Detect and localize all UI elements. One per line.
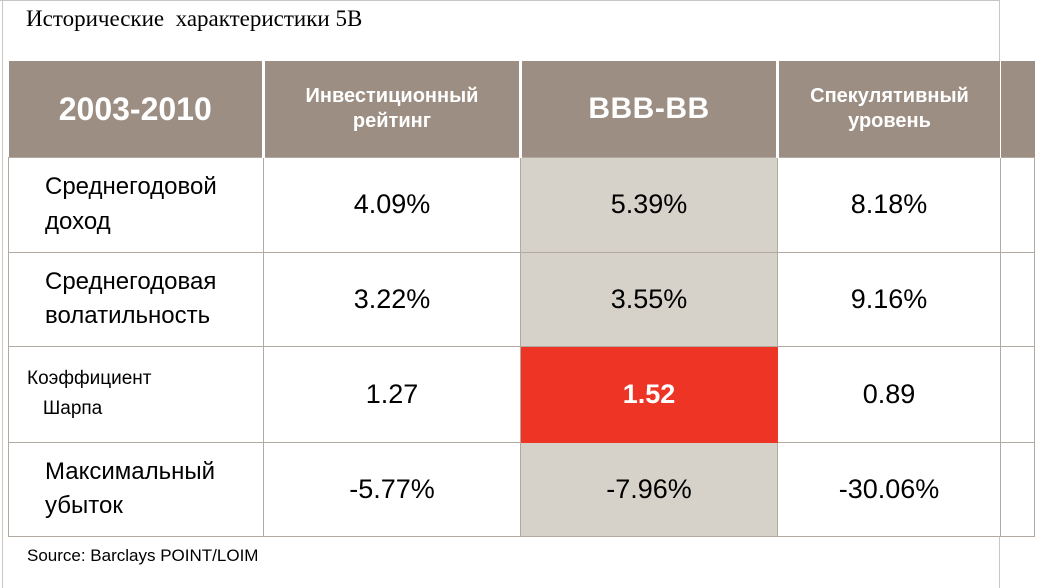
row-label-max-drawdown: Максимальный убыток xyxy=(8,441,264,537)
row-label-sharpe-ratio: Коэффициент Шарпа xyxy=(8,345,264,443)
cell-annual-volatility-speculative: 9.16% xyxy=(777,251,1001,347)
cell-spacer xyxy=(1000,156,1035,253)
cell-annual-volatility-investment-grade: 3.22% xyxy=(263,251,521,347)
cell-annual-return-bbb-bb: 5.39% xyxy=(520,156,778,253)
cell-max-drawdown-bbb-bb: -7.96% xyxy=(520,441,778,537)
cell-annual-return-investment-grade: 4.09% xyxy=(263,156,521,253)
cell-sharpe-ratio-bbb-bb-highlighted: 1.52 xyxy=(520,345,778,443)
historical-characteristics-table: 2003-2010 Инвестиционный рейтинг BBB-BB … xyxy=(8,61,1035,537)
table-row-max-drawdown: Максимальный убыток -5.77% -7.96% -30.06… xyxy=(8,441,1035,537)
slide-top-border xyxy=(0,0,1000,1)
cell-max-drawdown-speculative: -30.06% xyxy=(777,441,1001,537)
row-label-annual-return: Среднегодовой доход xyxy=(8,156,264,253)
table-row-sharpe-ratio: Коэффициент Шарпа 1.27 1.52 0.89 xyxy=(8,345,1035,443)
source-note: Source: Barclays POINT/LOIM xyxy=(27,546,259,565)
header-cell-investment-grade: Инвестиционный рейтинг xyxy=(263,61,522,157)
cell-max-drawdown-investment-grade: -5.77% xyxy=(263,441,521,537)
header-cell-bbb-bb: BBB-BB xyxy=(520,61,779,157)
header-cell-period: 2003-2010 xyxy=(8,61,265,157)
header-cell-spacer xyxy=(1000,61,1035,157)
cell-sharpe-ratio-investment-grade: 1.27 xyxy=(263,345,521,443)
table-row-annual-return: Среднегодовой доход 4.09% 5.39% 8.18% xyxy=(8,156,1035,253)
cell-sharpe-ratio-speculative: 0.89 xyxy=(777,345,1001,443)
cell-annual-return-speculative: 8.18% xyxy=(777,156,1001,253)
header-cell-speculative-grade: Спекулятивный уровень xyxy=(777,61,1001,157)
cell-spacer xyxy=(1000,251,1035,347)
cell-spacer xyxy=(1000,441,1035,537)
table-row-annual-volatility: Среднегодовая волатильность 3.22% 3.55% … xyxy=(8,251,1035,347)
cell-spacer xyxy=(1000,345,1035,443)
cell-annual-volatility-bbb-bb: 3.55% xyxy=(520,251,778,347)
row-label-annual-volatility: Среднегодовая волатильность xyxy=(8,251,264,347)
slide-left-border xyxy=(2,0,3,588)
table-header-row: 2003-2010 Инвестиционный рейтинг BBB-BB … xyxy=(8,61,1035,157)
page-title: Исторические характеристики 5B xyxy=(26,6,363,31)
